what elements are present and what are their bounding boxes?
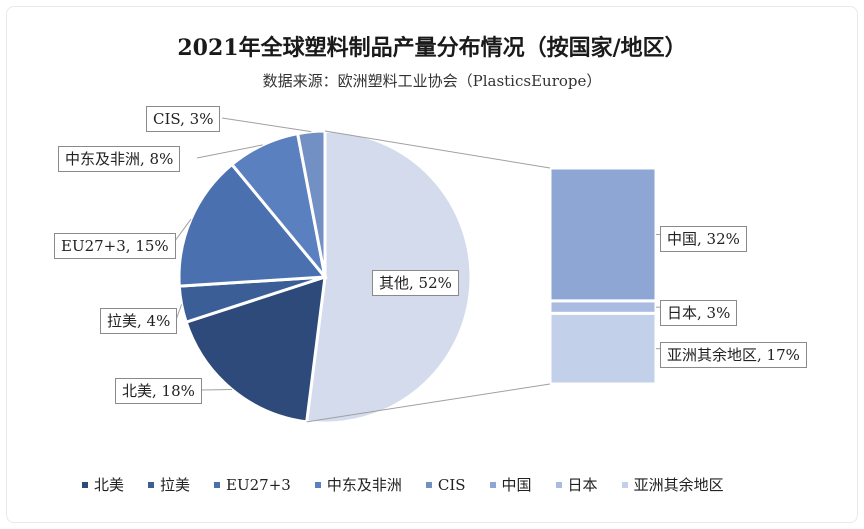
leader-CIS: [221, 117, 312, 133]
legend-label: 中国: [501, 476, 532, 494]
legend-swatch: [555, 481, 562, 488]
label-eu27: EU27+3, 15%: [54, 233, 176, 259]
leader-北美: [201, 388, 232, 391]
bar-segment-亚洲其余地区: [548, 311, 658, 386]
legend-label: EU27+3: [226, 475, 291, 494]
legend-item: 北美: [82, 474, 124, 495]
legend-swatch: [489, 481, 496, 488]
legend-item: EU27+3: [214, 476, 291, 494]
label-north-america: 北美, 18%: [115, 378, 202, 404]
legend-swatch: [148, 481, 155, 488]
leader-中东及非洲: [196, 144, 263, 159]
bar-segment-中国: [548, 166, 658, 303]
legend-swatch: [314, 481, 321, 488]
label-latin-america: 拉美, 4%: [100, 308, 178, 334]
connector-top: [324, 130, 551, 169]
legend-label: 中东及非洲: [326, 476, 402, 494]
connector-bottom: [306, 383, 551, 423]
legend-swatch: [425, 481, 432, 488]
legend-item: 日本: [555, 474, 598, 495]
legend-label: 亚洲其余地区: [633, 476, 724, 494]
bar-segment-日本: [548, 299, 658, 315]
label-china: 中国, 32%: [660, 226, 747, 252]
legend-label: 北美: [94, 476, 125, 494]
label-japan: 日本, 3%: [660, 300, 738, 326]
legend-swatch: [82, 481, 88, 488]
legend-swatch: [214, 481, 221, 488]
label-cis: CIS, 3%: [146, 106, 221, 132]
label-middle-east-africa: 中东及非洲, 8%: [58, 146, 181, 172]
legend-item: 亚洲其余地区: [621, 474, 724, 495]
legend: 北美 拉美 EU27+3 中东及非洲 CIS 中国 日本 亚洲其余地区: [82, 474, 724, 495]
chart-title: 2021年全球塑料制品产量分布情况（按国家/地区）: [177, 35, 687, 61]
chart-subtitle: 数据来源：欧洲塑料工业协会（PlasticsEurope）: [262, 72, 602, 90]
legend-swatch: [621, 481, 628, 488]
legend-item: 中国: [489, 474, 532, 495]
label-rest-of-asia: 亚洲其余地区, 17%: [660, 342, 807, 368]
legend-item: 拉美: [148, 474, 190, 495]
pie-slice-北美: [184, 274, 327, 424]
legend-item: 中东及非洲: [314, 474, 402, 495]
pie-slice-EU27+3: [177, 162, 329, 288]
legend-label: 拉美: [160, 476, 191, 494]
legend-label: 日本: [567, 476, 598, 494]
label-other: 其他, 52%: [372, 270, 459, 296]
legend-label: CIS: [437, 475, 466, 494]
legend-item: CIS: [425, 475, 466, 494]
